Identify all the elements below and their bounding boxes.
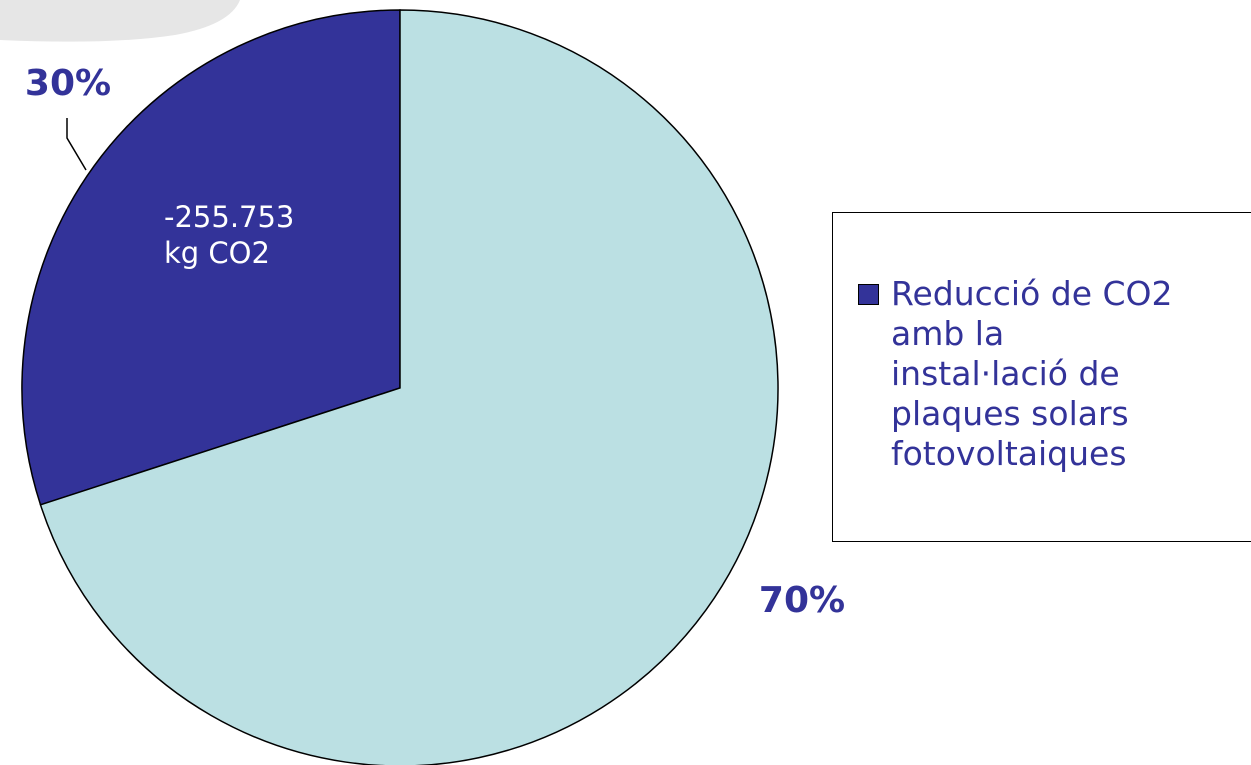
slice-percent-label-30: 30% xyxy=(25,63,111,104)
data-label-line: -255.753 xyxy=(164,200,294,234)
slice-data-label: -255.753 kg CO2 xyxy=(164,200,294,270)
legend: Reducció de CO2 amb la instal·lació de p… xyxy=(832,212,1251,542)
data-label-line: kg CO2 xyxy=(164,236,270,270)
slice-percent-label-70: 70% xyxy=(759,580,845,621)
legend-entry-label: Reducció de CO2 amb la instal·lació de p… xyxy=(891,274,1173,473)
leader-line xyxy=(66,118,87,171)
pie-slice-70 xyxy=(39,9,779,765)
pie-slice-30 xyxy=(21,9,401,506)
legend-swatch xyxy=(858,284,879,305)
corner-decoration xyxy=(0,0,240,42)
